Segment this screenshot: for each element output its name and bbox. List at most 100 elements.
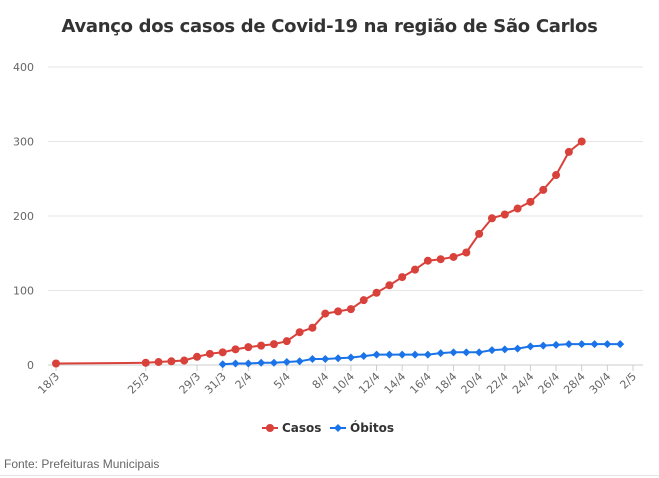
series-casos — [52, 137, 586, 368]
x-tick-label: 18/4 — [433, 370, 460, 397]
data-point-obitos[interactable] — [244, 359, 253, 368]
legend-marker — [334, 424, 342, 432]
data-point-casos[interactable] — [449, 252, 458, 261]
data-point-casos[interactable] — [526, 197, 535, 206]
footer-divider — [0, 475, 659, 476]
y-tick-label: 300 — [13, 136, 34, 149]
data-point-obitos[interactable] — [282, 358, 291, 367]
data-point-casos[interactable] — [154, 358, 163, 367]
data-point-obitos[interactable] — [257, 358, 266, 367]
data-point-casos[interactable] — [552, 171, 561, 180]
data-point-obitos[interactable] — [526, 342, 535, 351]
legend-item-obitos[interactable]: Óbitos — [330, 420, 394, 435]
data-point-casos[interactable] — [308, 323, 317, 332]
data-point-obitos[interactable] — [359, 352, 368, 361]
x-tick-label: 2/4 — [233, 370, 255, 392]
data-point-casos[interactable] — [282, 337, 291, 346]
legend-marker — [266, 424, 274, 432]
legend-item-casos[interactable]: Casos — [262, 421, 321, 435]
data-point-casos[interactable] — [359, 296, 368, 305]
data-point-casos[interactable] — [257, 341, 266, 350]
data-point-casos[interactable] — [487, 214, 496, 223]
data-point-casos[interactable] — [167, 357, 176, 366]
x-tick-label: 28/4 — [561, 370, 588, 397]
data-point-casos[interactable] — [385, 281, 394, 290]
data-point-casos[interactable] — [372, 288, 381, 297]
data-point-obitos[interactable] — [616, 340, 625, 349]
y-tick-label: 0 — [27, 359, 34, 372]
data-point-obitos[interactable] — [590, 340, 599, 349]
data-point-casos[interactable] — [180, 356, 189, 365]
data-point-obitos[interactable] — [321, 355, 330, 364]
y-tick-label: 400 — [13, 61, 34, 74]
data-point-casos[interactable] — [500, 210, 509, 219]
x-tick-label: 14/4 — [382, 370, 409, 397]
grid-lines — [48, 66, 643, 366]
data-point-casos[interactable] — [218, 348, 227, 357]
x-tick-label: 5/4 — [271, 370, 293, 392]
data-point-obitos[interactable] — [346, 353, 355, 362]
data-point-obitos[interactable] — [603, 340, 612, 349]
x-tick-label: 10/4 — [330, 370, 357, 397]
data-point-obitos[interactable] — [513, 344, 522, 353]
data-point-obitos[interactable] — [564, 340, 573, 349]
x-tick-label: 29/3 — [177, 370, 204, 397]
x-tick-label: 18/3 — [35, 370, 62, 397]
data-point-casos[interactable] — [564, 147, 573, 156]
data-point-obitos[interactable] — [462, 348, 471, 357]
x-tick-label: 2/5 — [617, 370, 639, 392]
data-point-casos[interactable] — [539, 185, 548, 194]
series-line-casos — [55, 140, 583, 365]
data-point-obitos[interactable] — [500, 345, 509, 354]
data-point-casos[interactable] — [462, 248, 471, 257]
data-point-obitos[interactable] — [372, 350, 381, 359]
data-point-obitos[interactable] — [398, 350, 407, 359]
data-point-casos[interactable] — [513, 204, 522, 213]
data-point-casos[interactable] — [52, 359, 60, 368]
y-tick-label: 100 — [13, 285, 34, 298]
data-point-obitos[interactable] — [487, 346, 496, 355]
data-point-obitos[interactable] — [436, 349, 445, 358]
data-point-obitos[interactable] — [385, 350, 394, 359]
data-point-casos[interactable] — [141, 358, 150, 367]
data-point-obitos[interactable] — [334, 354, 343, 363]
data-point-obitos[interactable] — [308, 355, 317, 364]
data-point-obitos[interactable] — [411, 350, 420, 359]
data-point-casos[interactable] — [205, 349, 214, 358]
data-point-obitos[interactable] — [218, 360, 227, 369]
data-point-casos[interactable] — [269, 340, 278, 349]
data-point-obitos[interactable] — [552, 340, 561, 349]
x-tick-label: 16/4 — [407, 370, 434, 397]
data-point-obitos[interactable] — [269, 358, 278, 367]
x-axis-tick-labels: 18/3 25/3 29/331/3 2/4 5/4 8/410/412/414/416/… — [35, 365, 639, 397]
series-line-obitos — [222, 343, 621, 366]
x-tick-label: 20/4 — [459, 370, 486, 397]
y-tick-label: 200 — [13, 210, 34, 223]
data-point-obitos[interactable] — [423, 350, 432, 359]
series-obitos — [218, 340, 625, 369]
data-point-obitos[interactable] — [577, 340, 586, 349]
data-point-casos[interactable] — [423, 256, 432, 265]
legend-label: Casos — [282, 421, 321, 435]
data-point-casos[interactable] — [193, 352, 202, 361]
legend[interactable]: Casos Óbitos — [262, 420, 394, 435]
data-point-casos[interactable] — [475, 229, 484, 238]
data-point-casos[interactable] — [411, 265, 420, 274]
data-point-casos[interactable] — [295, 328, 304, 337]
data-point-obitos[interactable] — [475, 348, 484, 357]
data-point-casos[interactable] — [321, 309, 330, 318]
x-tick-label: 30/4 — [587, 370, 614, 397]
data-point-obitos[interactable] — [539, 341, 548, 350]
data-point-obitos[interactable] — [231, 359, 240, 368]
x-tick-label: 22/4 — [484, 370, 511, 397]
data-point-casos[interactable] — [244, 343, 253, 352]
data-point-obitos[interactable] — [449, 348, 458, 357]
data-point-casos[interactable] — [577, 137, 586, 146]
data-point-casos[interactable] — [346, 305, 355, 314]
data-point-casos[interactable] — [231, 345, 240, 354]
data-point-obitos[interactable] — [295, 357, 304, 366]
data-point-casos[interactable] — [334, 307, 343, 316]
data-point-casos[interactable] — [436, 255, 445, 264]
data-point-casos[interactable] — [398, 273, 407, 282]
